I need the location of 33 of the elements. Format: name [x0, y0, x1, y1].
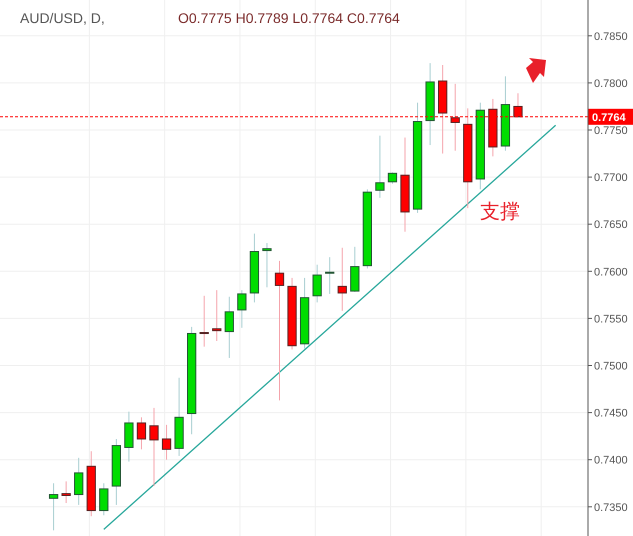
candlestick: [338, 247, 347, 312]
candlestick: [48, 482, 58, 531]
candlestick: [74, 457, 84, 506]
candlestick: [237, 290, 246, 328]
candlestick: [62, 480, 71, 504]
candlestick: [212, 290, 222, 342]
y-tick-label: 0.7500: [594, 360, 628, 372]
y-tick-label: 0.7800: [594, 78, 628, 90]
text: O0.7775 H0.7789 L0.7764 C0.7764: [178, 10, 400, 26]
text: AUD/USD, D,: [20, 10, 105, 26]
y-tick-label: 0.7350: [594, 502, 628, 514]
candlestick: [149, 407, 159, 487]
candlestick: [312, 264, 322, 303]
candlestick: [388, 172, 398, 184]
y-tick-label: 0.7400: [594, 454, 628, 467]
candlestick: [99, 482, 108, 516]
candlestick: [375, 135, 385, 198]
candlestick: [224, 296, 234, 358]
y-tick-label: 0.7600: [594, 266, 628, 278]
y-tick-label: 0.7850: [594, 30, 628, 43]
candlestick: [274, 260, 284, 401]
y-tick-label: 0.7450: [594, 408, 628, 420]
y-tick-label: 0.7650: [594, 219, 628, 232]
y-tick-label: 0.7550: [594, 313, 628, 326]
y-tick-label: 0.7750: [594, 124, 628, 137]
candlestick: [262, 242, 272, 288]
y-tick-label: 0.7700: [594, 172, 628, 184]
candlestick: [200, 295, 209, 348]
candlestick: [136, 416, 146, 450]
candlestick: [325, 256, 334, 294]
ref-line-label: 0.7764: [592, 112, 627, 124]
annotation: 支撑: [480, 201, 520, 223]
candlestick: [162, 424, 172, 460]
